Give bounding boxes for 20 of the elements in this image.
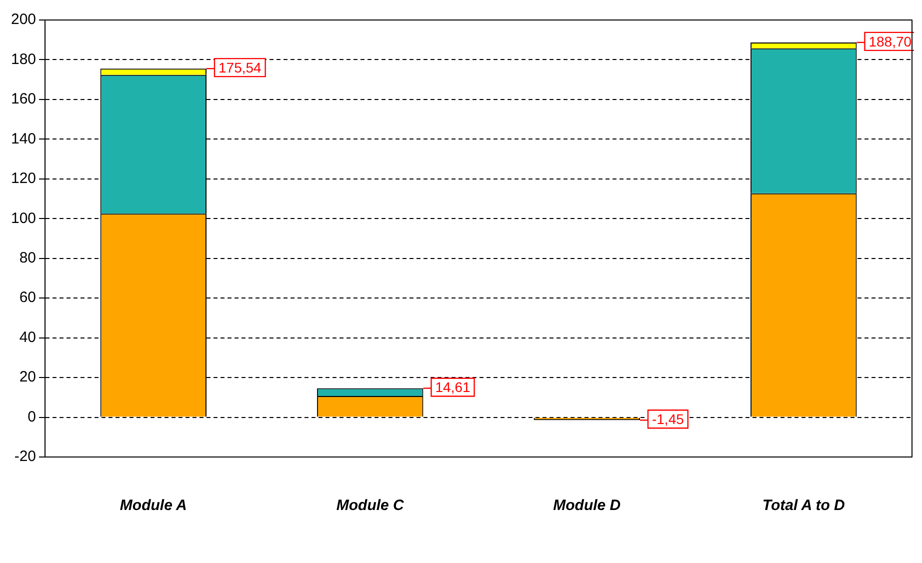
- total-label: 14,61: [435, 379, 470, 396]
- y-tick-label: 40: [19, 328, 36, 346]
- total-label: 188,70: [868, 33, 912, 50]
- y-tick-label: 20: [19, 368, 36, 386]
- y-tick-label: 60: [19, 289, 36, 306]
- y-tick-label: 100: [10, 210, 36, 227]
- x-tick-label: Total A to D: [762, 497, 846, 514]
- y-tick-label: 160: [10, 90, 36, 108]
- y-tick-label: -20: [14, 448, 36, 466]
- x-tick-label: Module D: [553, 497, 621, 514]
- y-tick-label: 180: [10, 50, 36, 68]
- total-label: -1,45: [652, 411, 684, 428]
- total-label: 175,54: [218, 59, 262, 76]
- y-tick-label: 200: [10, 11, 36, 28]
- y-tick-label: 0: [28, 408, 36, 426]
- x-tick-label: Module C: [336, 497, 406, 514]
- y-tick-label: 120: [10, 170, 36, 188]
- y-tick-label: 80: [19, 250, 36, 267]
- x-tick-label: Module A: [120, 497, 187, 514]
- y-tick-label: 140: [10, 130, 36, 148]
